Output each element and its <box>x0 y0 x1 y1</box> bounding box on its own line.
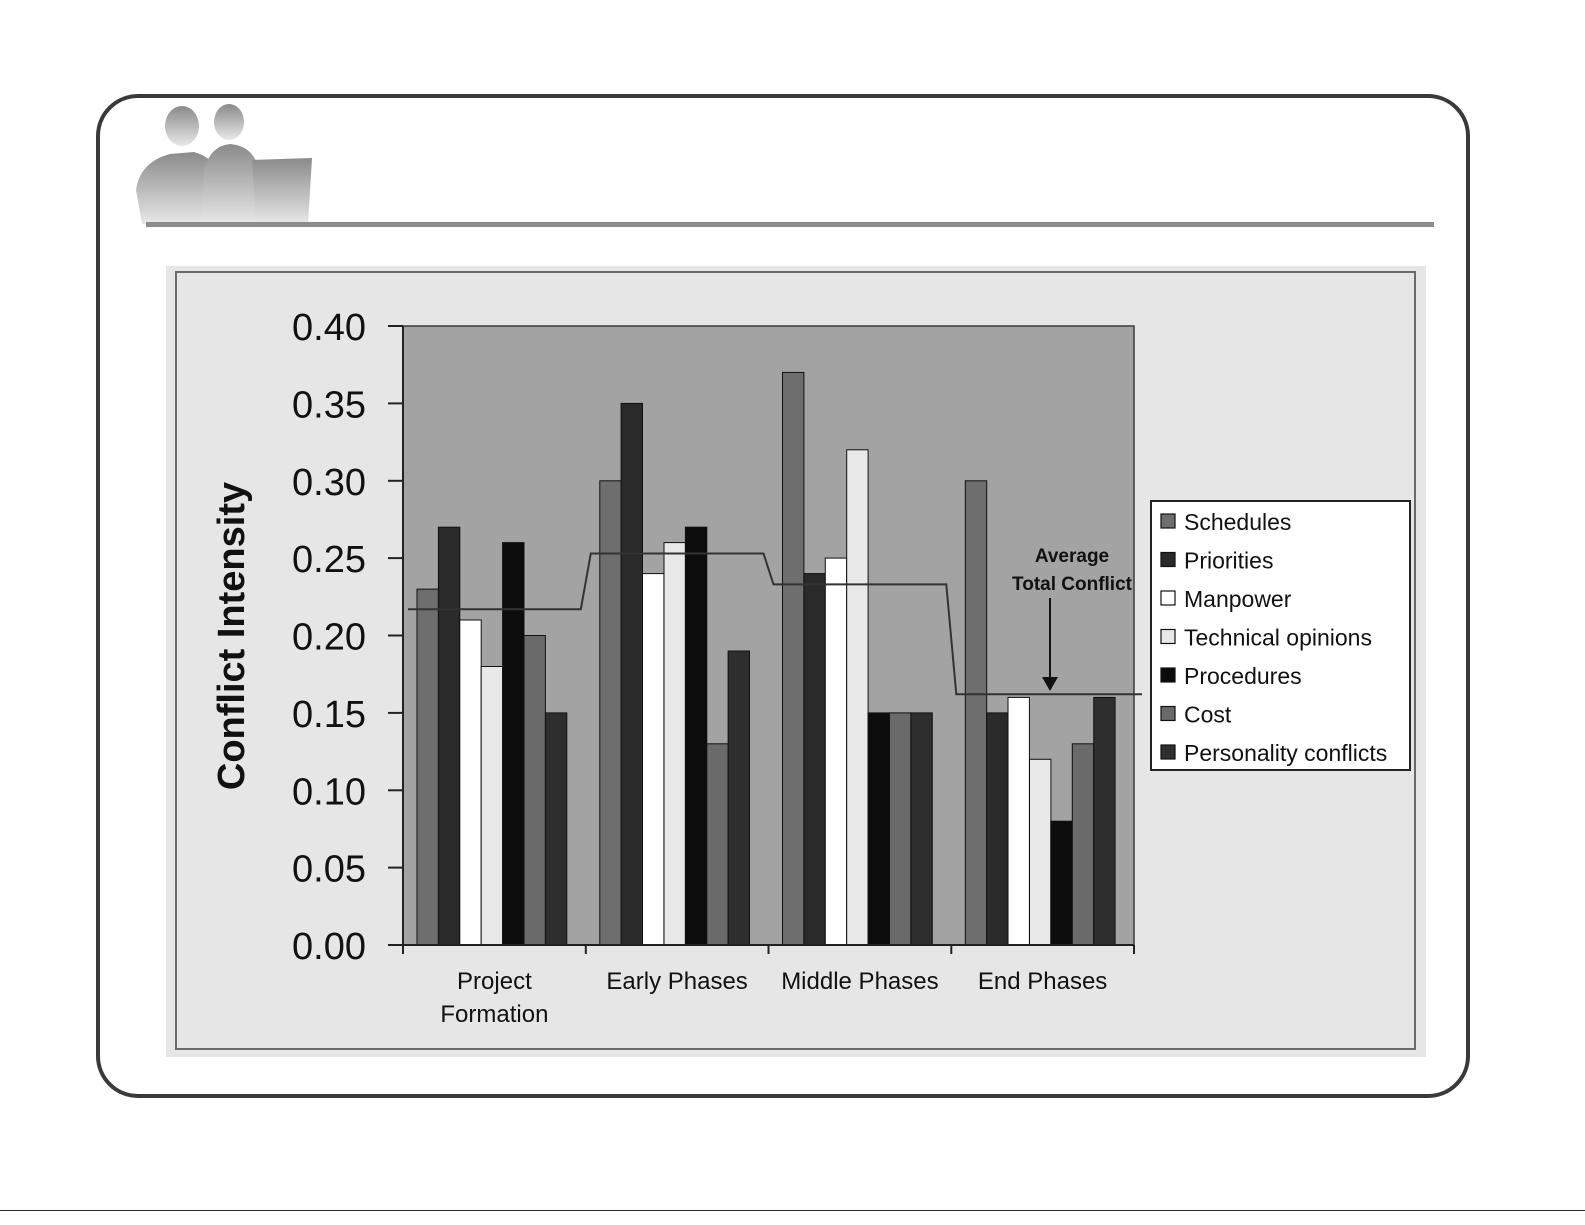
x-category-label: End Phases <box>978 968 1107 995</box>
legend-swatch <box>1160 667 1176 683</box>
legend-label: Cost <box>1184 702 1232 728</box>
annotation-arrowhead <box>1042 677 1058 691</box>
legend-label: Procedures <box>1184 663 1302 689</box>
legend-label: Personality conflicts <box>1184 740 1387 766</box>
x-category-label: Middle Phases <box>781 968 938 995</box>
y-tick-label: 0.40 <box>292 307 366 349</box>
y-axis-ticks: 0.00 0.05 0.10 0.15 0.20 0.25 0.30 0.35 0.40 <box>292 307 403 968</box>
annotation-line-1: Average <box>1035 546 1109 567</box>
bar-schedules-2 <box>782 371 805 946</box>
people-silhouette-logo <box>136 104 312 224</box>
bar-procedures-1 <box>684 526 708 946</box>
y-tick-label: 0.20 <box>292 617 366 659</box>
bar-priorities-0 <box>437 526 461 946</box>
legend-swatch <box>1160 551 1176 568</box>
bar-procedures-2 <box>867 712 890 946</box>
bar-personality-conflicts-3 <box>1093 696 1116 946</box>
bar-schedules-1 <box>599 480 622 946</box>
header-rule <box>146 222 1434 227</box>
bar-priorities-1 <box>620 402 643 946</box>
legend-swatch <box>1160 628 1176 645</box>
bar-procedures-3 <box>1050 820 1073 946</box>
y-tick-label: 0.35 <box>292 384 366 426</box>
bar-manpower-0 <box>459 619 482 946</box>
x-category-label: Project <box>457 968 532 995</box>
bar-personality-conflicts-2 <box>910 712 933 946</box>
y-tick-label: 0.30 <box>292 462 366 504</box>
bar-technical-opinions-3 <box>1029 758 1052 946</box>
bar-technical-opinions-0 <box>480 666 504 946</box>
legend-box <box>1150 500 1411 771</box>
legend: Schedules Priorities Manpower Technical opi… <box>1150 500 1411 771</box>
y-axis-title: Conflict Intensity <box>211 482 253 790</box>
legend-swatch <box>1160 744 1176 760</box>
x-category-label: Formation <box>440 1001 548 1028</box>
bar-manpower-2 <box>824 557 848 946</box>
bar-personality-conflicts-1 <box>727 650 750 946</box>
legend-swatch <box>1160 513 1176 529</box>
legend-swatch <box>1160 590 1176 606</box>
average-total-conflict-line <box>408 552 1142 696</box>
legend-label: Schedules <box>1184 509 1291 535</box>
bar-cost-1 <box>706 743 729 946</box>
bar-manpower-1 <box>642 573 665 946</box>
bar-cost-0 <box>523 635 546 946</box>
y-tick-label: 0.00 <box>292 926 366 968</box>
y-tick-label: 0.10 <box>292 771 366 813</box>
bar-technical-opinions-1 <box>663 542 686 946</box>
bottom-rule <box>0 1210 1585 1211</box>
bar-procedures-0 <box>502 542 525 946</box>
bar-schedules-3 <box>964 480 988 946</box>
legend-swatch <box>1160 705 1176 722</box>
bar-cost-2 <box>889 712 912 946</box>
x-axis-labels: Project Formation Early Phases Middle Phase… <box>402 945 1135 1028</box>
y-tick-label: 0.05 <box>292 849 366 891</box>
average-total-conflict-annotation: Average Total Conflict <box>1012 546 1133 691</box>
bar-personality-conflicts-0 <box>544 712 568 946</box>
bar-manpower-3 <box>1007 696 1030 946</box>
bar-cost-3 <box>1071 743 1095 946</box>
bar-priorities-2 <box>803 573 826 946</box>
bar-technical-opinions-2 <box>846 449 869 946</box>
legend-label: Priorities <box>1184 548 1273 574</box>
y-tick-label: 0.15 <box>292 694 366 736</box>
annotation-line-2: Total Conflict <box>1012 574 1133 595</box>
y-tick-label: 0.25 <box>292 539 366 581</box>
bar-schedules-0 <box>416 588 439 946</box>
x-category-label: Early Phases <box>606 968 747 995</box>
bar-priorities-3 <box>986 712 1009 946</box>
legend-label: Manpower <box>1184 586 1292 612</box>
legend-label: Technical opinions <box>1184 625 1372 651</box>
bars <box>416 371 1116 946</box>
